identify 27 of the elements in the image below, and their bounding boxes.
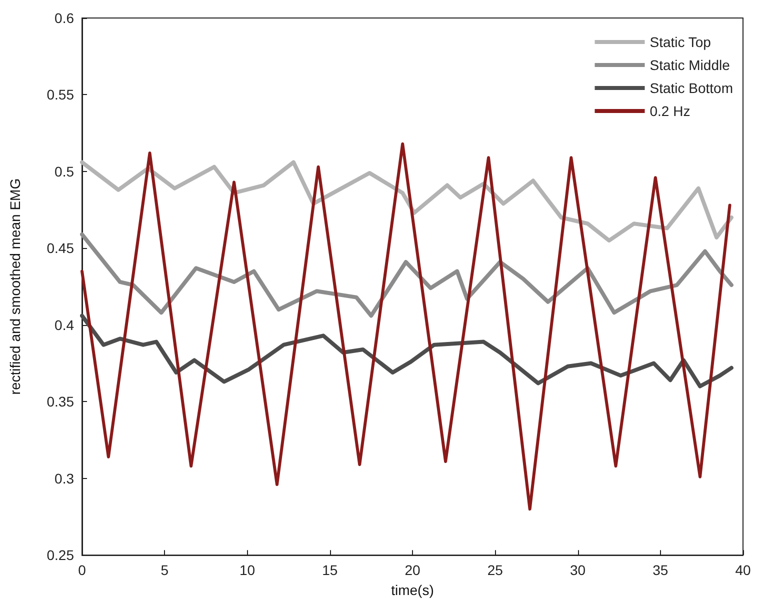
line-series (80, 142, 732, 511)
x-tick-label: 40 (735, 562, 751, 578)
x-tick-label: 25 (487, 562, 504, 578)
x-tick-label: 30 (570, 562, 586, 578)
x-tick-label: 15 (322, 562, 338, 578)
line-series (80, 314, 734, 388)
y-tick-label: 0.35 (46, 394, 74, 410)
x-tick-label: 0 (78, 562, 86, 578)
y-tick-label: 0.55 (46, 86, 74, 103)
x-tick-label: 5 (160, 562, 169, 578)
x-tick-label: 35 (652, 562, 668, 578)
line-series (80, 232, 734, 318)
legend-label: Static Top (650, 34, 712, 50)
legend-label: Static Bottom (650, 80, 734, 96)
y-tick-label: 0.3 (54, 470, 74, 486)
legend-label: 0.2 Hz (650, 103, 690, 119)
y-tick-label: 0.45 (46, 240, 74, 256)
y-tick-label: 0.4 (54, 316, 74, 333)
y-tick-label: 0.6 (54, 10, 74, 26)
x-axis-title: time(s) (391, 582, 434, 598)
legend-label: Static Middle (650, 57, 730, 73)
x-tick-label: 20 (404, 562, 420, 578)
line-series (80, 160, 734, 243)
y-tick-label: 0.25 (46, 547, 74, 564)
x-tick-label: 10 (239, 562, 256, 578)
y-axis-title: rectified and smoothed mean EMG (7, 178, 23, 395)
y-tick-label: 0.5 (54, 163, 74, 180)
